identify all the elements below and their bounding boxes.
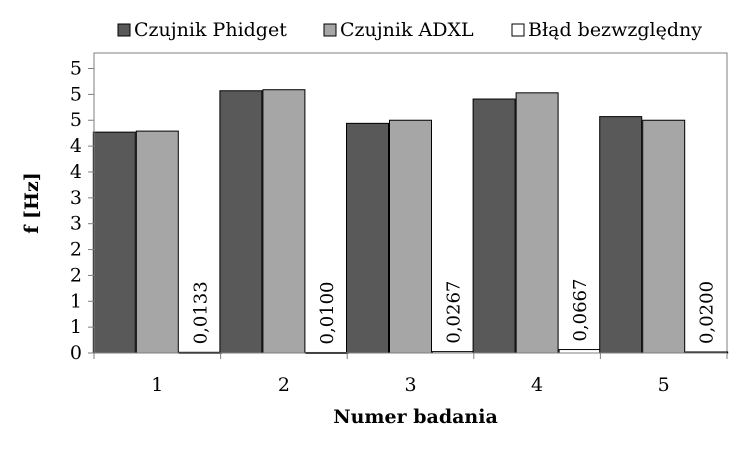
legend-item: Czujnik Phidget (117, 19, 287, 41)
legend-label: Błąd bezwzględny (528, 19, 702, 41)
legend-label: Czujnik Phidget (134, 19, 287, 41)
legend-swatch (511, 23, 525, 37)
legend-swatch (323, 23, 337, 37)
y-tick-label: 4 (70, 161, 82, 183)
x-tick-label: 4 (531, 374, 543, 396)
bar-series-2-cat-2 (262, 89, 306, 354)
y-tick-label: 1 (70, 316, 82, 338)
bar-series-1-cat-3 (346, 122, 389, 354)
y-tick-label: 5 (70, 109, 82, 131)
y-tick-label: 4 (70, 135, 82, 157)
bars: 0,0133 0,0100 0,0267 0,0667 0,0200 (92, 89, 729, 354)
y-tick-label: 1 (70, 290, 82, 312)
y-tick-label: 3 (70, 187, 82, 209)
x-tick-label: 1 (151, 374, 163, 396)
y-axis: 0 1 1 2 2 3 3 4 4 5 5 5 (70, 53, 95, 364)
bar-series-1-cat-2 (219, 90, 263, 354)
bar-series-3-cat-4 (558, 349, 602, 354)
x-axis: 1 2 3 4 5 (93, 352, 728, 396)
bar-series-2-cat-3 (389, 119, 432, 354)
y-axis-title: f [Hz] (21, 172, 43, 234)
bar-series-1-cat-1 (92, 131, 136, 354)
bar-series-2-cat-5 (642, 119, 686, 354)
x-tick-label: 3 (404, 374, 416, 396)
legend-label: Czujnik ADXL (340, 19, 474, 41)
x-tick-label: 2 (278, 374, 290, 396)
data-label: 0,0100 (317, 281, 338, 344)
bar-series-2-cat-4 (515, 92, 559, 354)
legend-item: Czujnik ADXL (323, 19, 474, 41)
bar-series-1-cat-4 (472, 98, 516, 354)
data-label: 0,0200 (697, 281, 718, 344)
y-tick-label: 2 (70, 239, 82, 261)
data-label: 0,0267 (444, 281, 465, 344)
y-tick-label: 2 (70, 264, 82, 286)
legend: Czujnik Phidget Czujnik ADXL Błąd bezwzglę… (117, 19, 702, 41)
data-label: 0,0667 (570, 279, 591, 342)
data-label: 0,0133 (190, 281, 211, 344)
x-tick-label: 5 (658, 374, 670, 396)
bar-series-1-cat-5 (599, 116, 643, 354)
legend-swatch (117, 23, 131, 37)
bar-series-2-cat-1 (135, 130, 179, 354)
legend-item: Błąd bezwzględny (511, 19, 702, 41)
x-axis-title: Numer badania (333, 406, 498, 428)
y-tick-label: 5 (70, 83, 82, 105)
y-tick-label: 5 (70, 58, 82, 80)
y-tick-label: 3 (70, 213, 82, 235)
y-tick-label: 0 (70, 342, 82, 364)
